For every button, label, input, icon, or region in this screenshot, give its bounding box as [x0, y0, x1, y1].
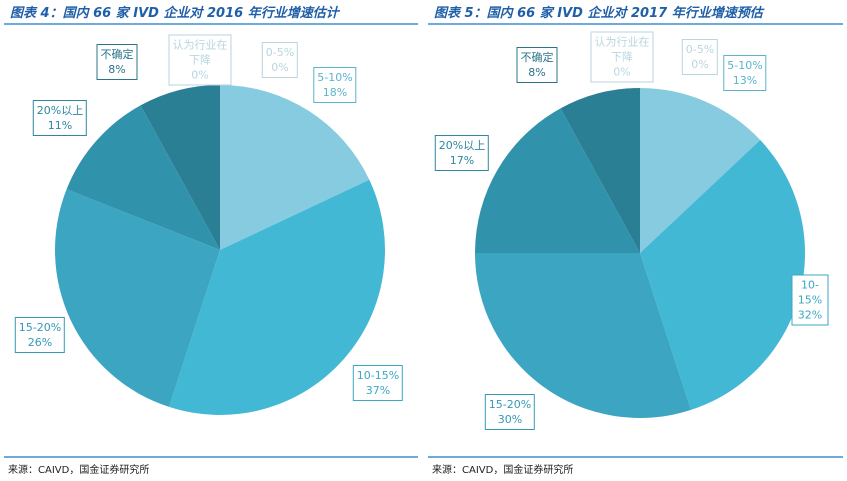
data-label: 5-10% 18% [313, 67, 357, 103]
data-label: 不确定 8% [516, 47, 558, 83]
data-label: 认为行业在 下降 0% [590, 31, 654, 83]
data-label: 不确定 8% [96, 44, 138, 80]
label-category: 20%以上 [36, 104, 84, 117]
label-category: 0-5% [685, 43, 715, 56]
source: 来源：CAIVD，国金证券研究所 [8, 465, 150, 476]
label-category: 不确定 [100, 48, 134, 61]
data-label: 20%以上 11% [32, 100, 88, 136]
pie-slice [640, 140, 805, 410]
data-label: 10-15% 37% [352, 365, 404, 401]
data-label: 认为行业在 下降 0% [168, 34, 232, 86]
label-value: 13% [732, 74, 758, 87]
pie-slice [475, 108, 640, 254]
label-category: 不确定 [520, 51, 554, 64]
label-value: 0% [191, 68, 209, 82]
label-value: 26% [27, 336, 53, 349]
data-label: 0-5% 0% [681, 39, 719, 75]
label-category: 10-15% [797, 278, 823, 307]
label-value: 0% [271, 61, 289, 74]
label-category: 15-20% [488, 398, 532, 411]
pie-slice [640, 88, 761, 253]
pie-slice [220, 85, 370, 250]
label-value: 0% [613, 65, 631, 79]
label-category: 0-5% [265, 46, 295, 59]
pie-slice [66, 105, 220, 251]
label-value: 17% [449, 154, 475, 167]
chart-title: 图表 5：国内 66 家 IVD 企业对 2017 年行业增速预估 [434, 6, 763, 21]
label-category: 认为行业在 下降 [172, 38, 228, 67]
label-value: 11% [47, 119, 73, 132]
data-label: 20%以上 17% [434, 135, 490, 171]
data-label: 10-15% 32% [791, 274, 829, 326]
label-category: 10-15% [356, 369, 400, 382]
label-value: 37% [365, 384, 391, 397]
pie-slice [140, 85, 220, 250]
label-category: 5-10% [317, 71, 353, 84]
label-value: 0% [691, 58, 709, 71]
label-value: 18% [322, 86, 348, 99]
pie-slice [169, 179, 385, 415]
label-category: 20%以上 [438, 139, 486, 152]
pie-slice [475, 253, 691, 418]
data-label: 15-20% 30% [484, 394, 536, 430]
data-label: 15-20% 26% [14, 317, 66, 353]
source: 来源：CAIVD，国金证券研究所 [432, 465, 574, 476]
label-value: 8% [108, 63, 126, 76]
label-value: 32% [797, 308, 823, 322]
data-label: 5-10% 13% [723, 55, 767, 91]
label-category: 5-10% [727, 59, 763, 72]
label-value: 30% [497, 413, 523, 426]
pie-slice [560, 88, 640, 253]
label-value: 8% [528, 66, 546, 79]
data-label: 0-5% 0% [261, 42, 299, 78]
label-category: 认为行业在 下降 [594, 35, 650, 64]
chart-title: 图表 4：国内 66 家 IVD 企业对 2016 年行业增速估计 [10, 6, 339, 21]
pie-slice [54, 189, 220, 407]
label-category: 15-20% [18, 321, 62, 334]
